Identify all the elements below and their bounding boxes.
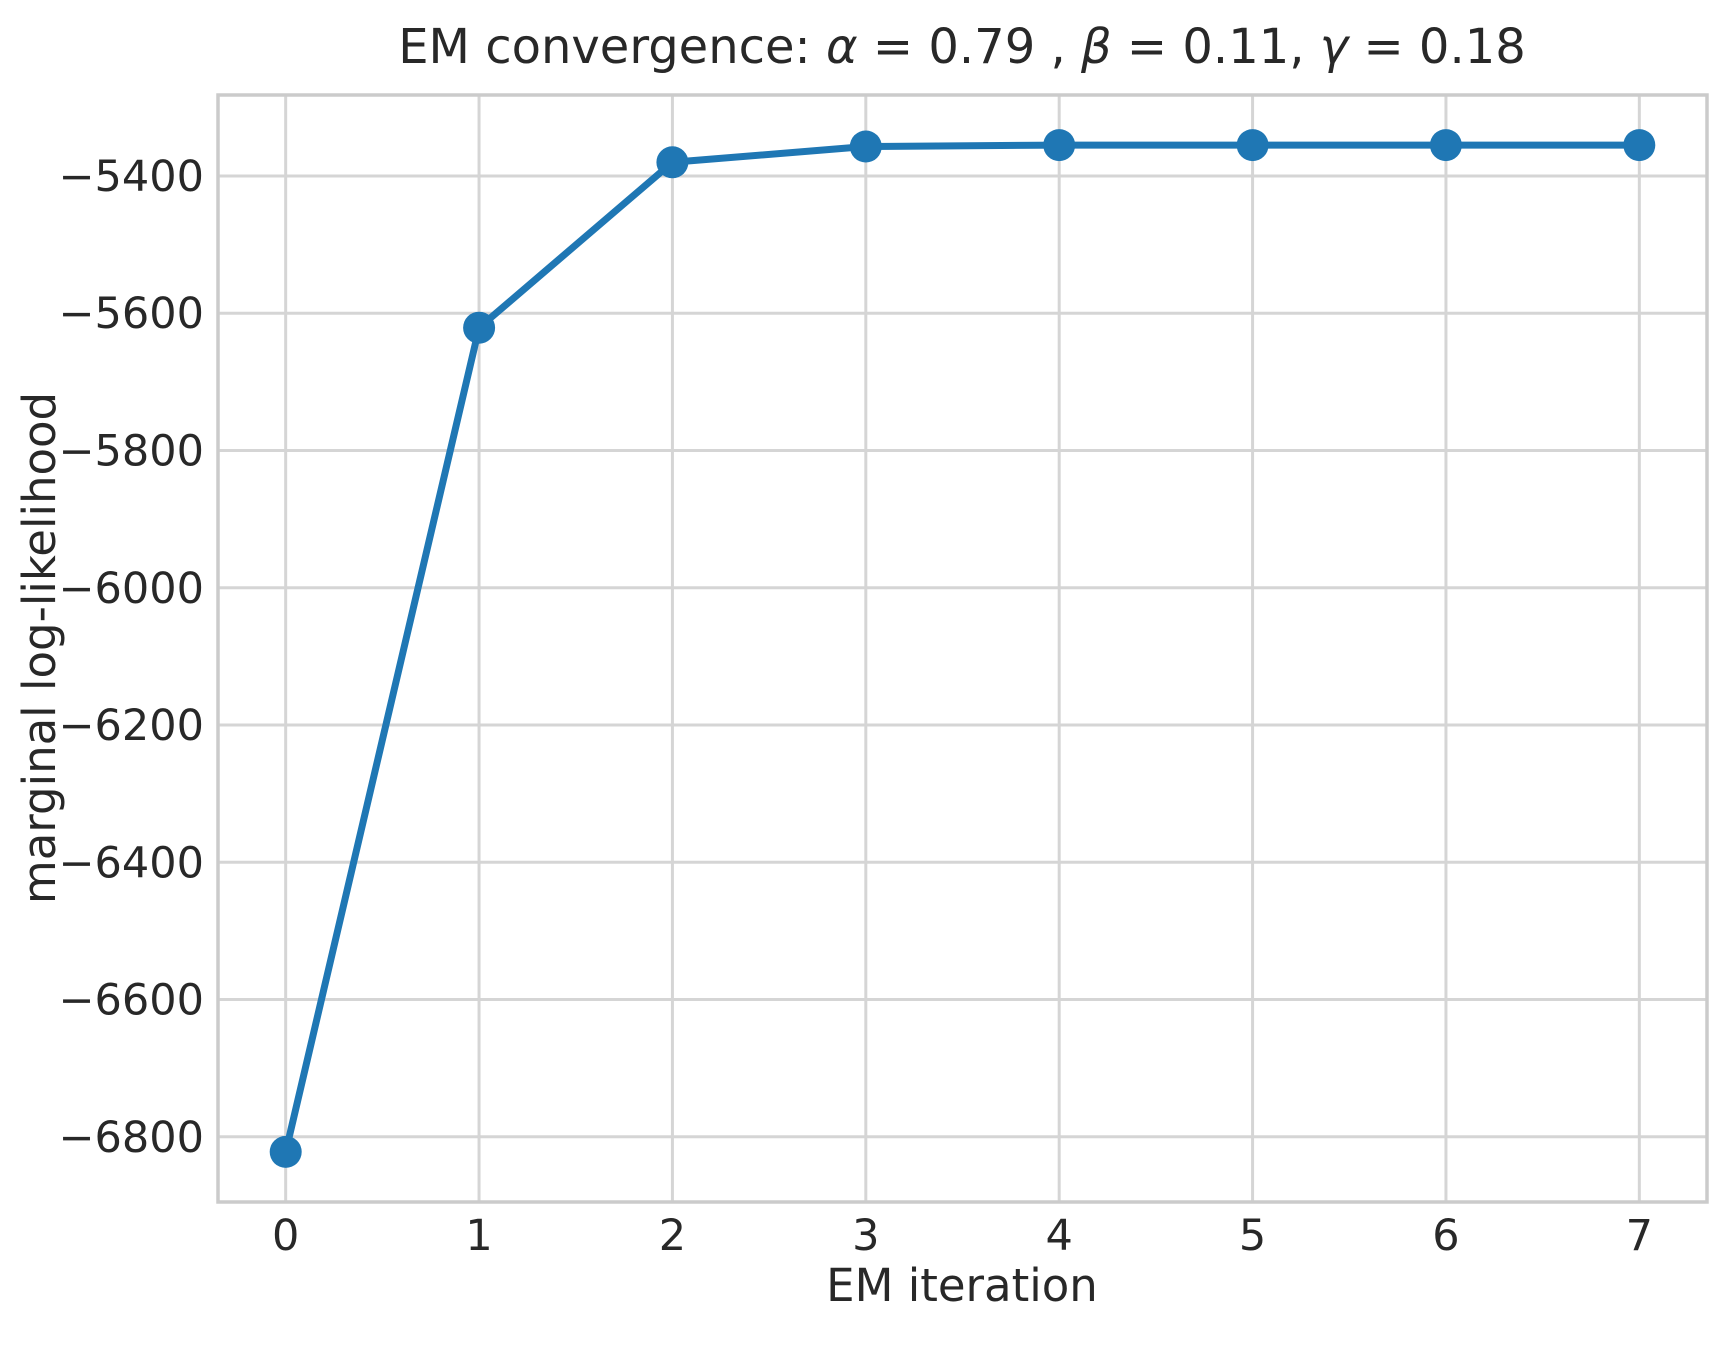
title-text-segment: EM convergence: [398,19,826,75]
gridlines [218,95,1707,1202]
data-point-iter-0 [269,1135,302,1168]
y-tick-label-−6000: −6000 [59,564,204,614]
data-point-iter-2 [656,146,689,179]
x-tick-label-5: 5 [1239,1211,1266,1261]
y-tick-label-−6600: −6600 [59,976,204,1026]
title-text-segment: = 0.18 [1348,19,1526,75]
y-tick-label-−5600: −5600 [59,289,204,339]
title-greek-segment: β [1080,19,1112,75]
series-line-group [282,141,1643,1156]
plot-border [216,93,1709,1204]
y-tick-label-−6800: −6800 [59,1113,204,1163]
log-likelihood-line [282,141,1643,1156]
x-tick-label-6: 6 [1432,1211,1459,1261]
title-text-segment: = 0.79 , [858,19,1081,75]
x-tick-label-2: 2 [659,1211,686,1261]
x-tick-label-3: 3 [852,1211,879,1261]
x-tick-label-7: 7 [1626,1211,1653,1261]
y-tick-label-−5800: −5800 [59,427,204,477]
title-greek-segment: α [826,19,858,75]
series-markers-group [269,129,1656,1168]
x-tick-label-0: 0 [272,1211,299,1261]
x-axis-label: EM iteration [826,1259,1098,1312]
x-tick-label-1: 1 [465,1211,492,1261]
x-tick-label-4: 4 [1046,1211,1073,1261]
y-tick-label-−6200: −6200 [59,701,204,751]
data-point-iter-6 [1429,129,1462,162]
y-tick-labels: −6800 −6600 −6400 −6200 −6000 −5800 −5600 −5400 [59,152,204,1163]
y-axis-label: marginal log-likelihood [13,392,66,904]
data-point-iter-3 [849,130,882,163]
y-tick-label-−5400: −5400 [59,152,204,202]
x-tick-labels: 0 1 2 3 4 5 6 7 [272,1211,1653,1261]
title-text-segment: = 0.11, [1112,19,1320,75]
chart-title: EM convergence: α = 0.79 , β = 0.11, γ =… [398,19,1526,75]
plot-area-background [218,95,1707,1202]
y-tick-label-−6400: −6400 [59,838,204,888]
title-greek-segment: γ [1320,19,1351,75]
data-point-iter-4 [1043,129,1076,162]
data-point-iter-7 [1623,129,1656,162]
data-point-iter-1 [463,311,496,344]
data-point-iter-5 [1236,129,1269,162]
